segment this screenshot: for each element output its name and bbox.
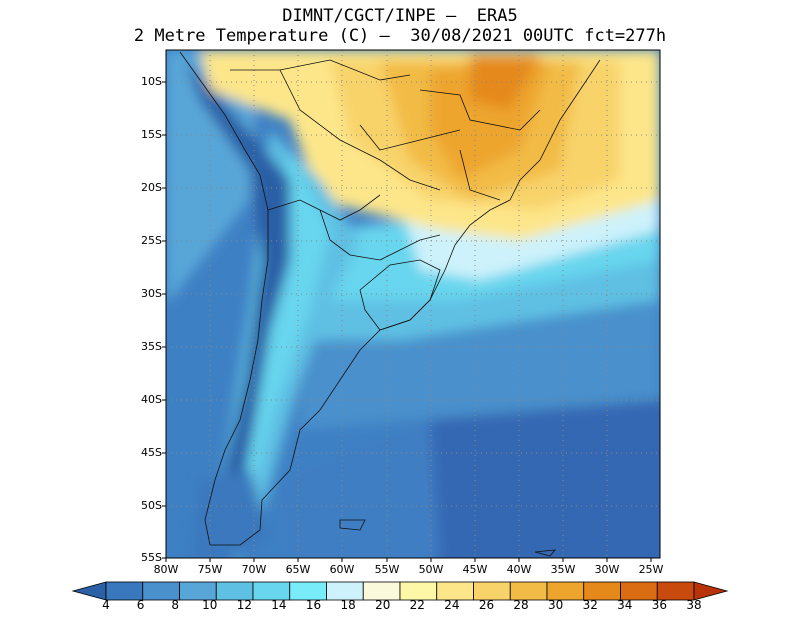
lon-label-80w: 80W [153,563,179,576]
colorbar-label: 12 [236,598,252,612]
colorbar-label: 10 [202,598,218,612]
colorbar-label: 16 [305,598,322,612]
figure-title-line-1: DIMNT/CGCT/INPE – ERA5 [282,6,518,26]
map-frame [165,49,661,559]
lon-label-30w: 30W [594,563,620,576]
colorbar-arrow-high [693,581,729,601]
axis-ticks [162,81,652,562]
colorbar-label: 6 [136,598,145,612]
colorbar-label: 4 [102,598,110,612]
lon-label-60w: 60W [329,563,355,576]
colorbar [71,581,729,601]
lon-label-50w: 50W [418,563,444,576]
lon-label-75w: 75W [197,563,223,576]
figure-title-line-2: 2 Metre Temperature (C) – 30/08/2021 00U… [133,26,667,46]
colorbar-label: 28 [513,598,529,612]
lon-label-70w: 70W [241,563,267,576]
temperature-field [166,50,660,558]
lat-label-40s: 40S [141,393,162,406]
coastlines-and-borders [179,51,601,557]
lat-label-30s: 30S [141,287,162,300]
colorbar-label: 18 [340,598,356,612]
lon-label-55w: 55W [374,563,400,576]
colorbar-label: 38 [686,598,702,612]
lon-label-45w: 45W [462,563,488,576]
lat-label-10s: 10S [141,75,162,88]
colorbar-label: 14 [271,598,287,612]
colorbar-label: 20 [375,598,391,612]
lon-label-65w: 65W [285,563,311,576]
colorbar-label: 8 [171,598,179,612]
lon-label-40w: 40W [506,563,532,576]
lat-label-45s: 45S [141,446,162,459]
colorbar-label: 36 [651,598,668,612]
colorbar-label: 34 [617,598,633,612]
lat-label-50s: 50S [141,499,162,512]
colorbar-label: 22 [409,598,425,612]
lat-label-20s: 20S [141,181,162,194]
colorbar-label: 32 [582,598,598,612]
colorbar-label: 26 [478,598,495,612]
lon-label-25w: 25W [638,563,664,576]
lat-label-35s: 35S [141,340,162,353]
colorbar-label: 30 [548,598,564,612]
lat-label-55s: 55S [141,551,162,564]
lat-label-15s: 15S [141,128,162,141]
lat-label-25s: 25S [141,234,162,247]
lon-label-35w: 35W [550,563,576,576]
colorbar-label: 24 [444,598,460,612]
